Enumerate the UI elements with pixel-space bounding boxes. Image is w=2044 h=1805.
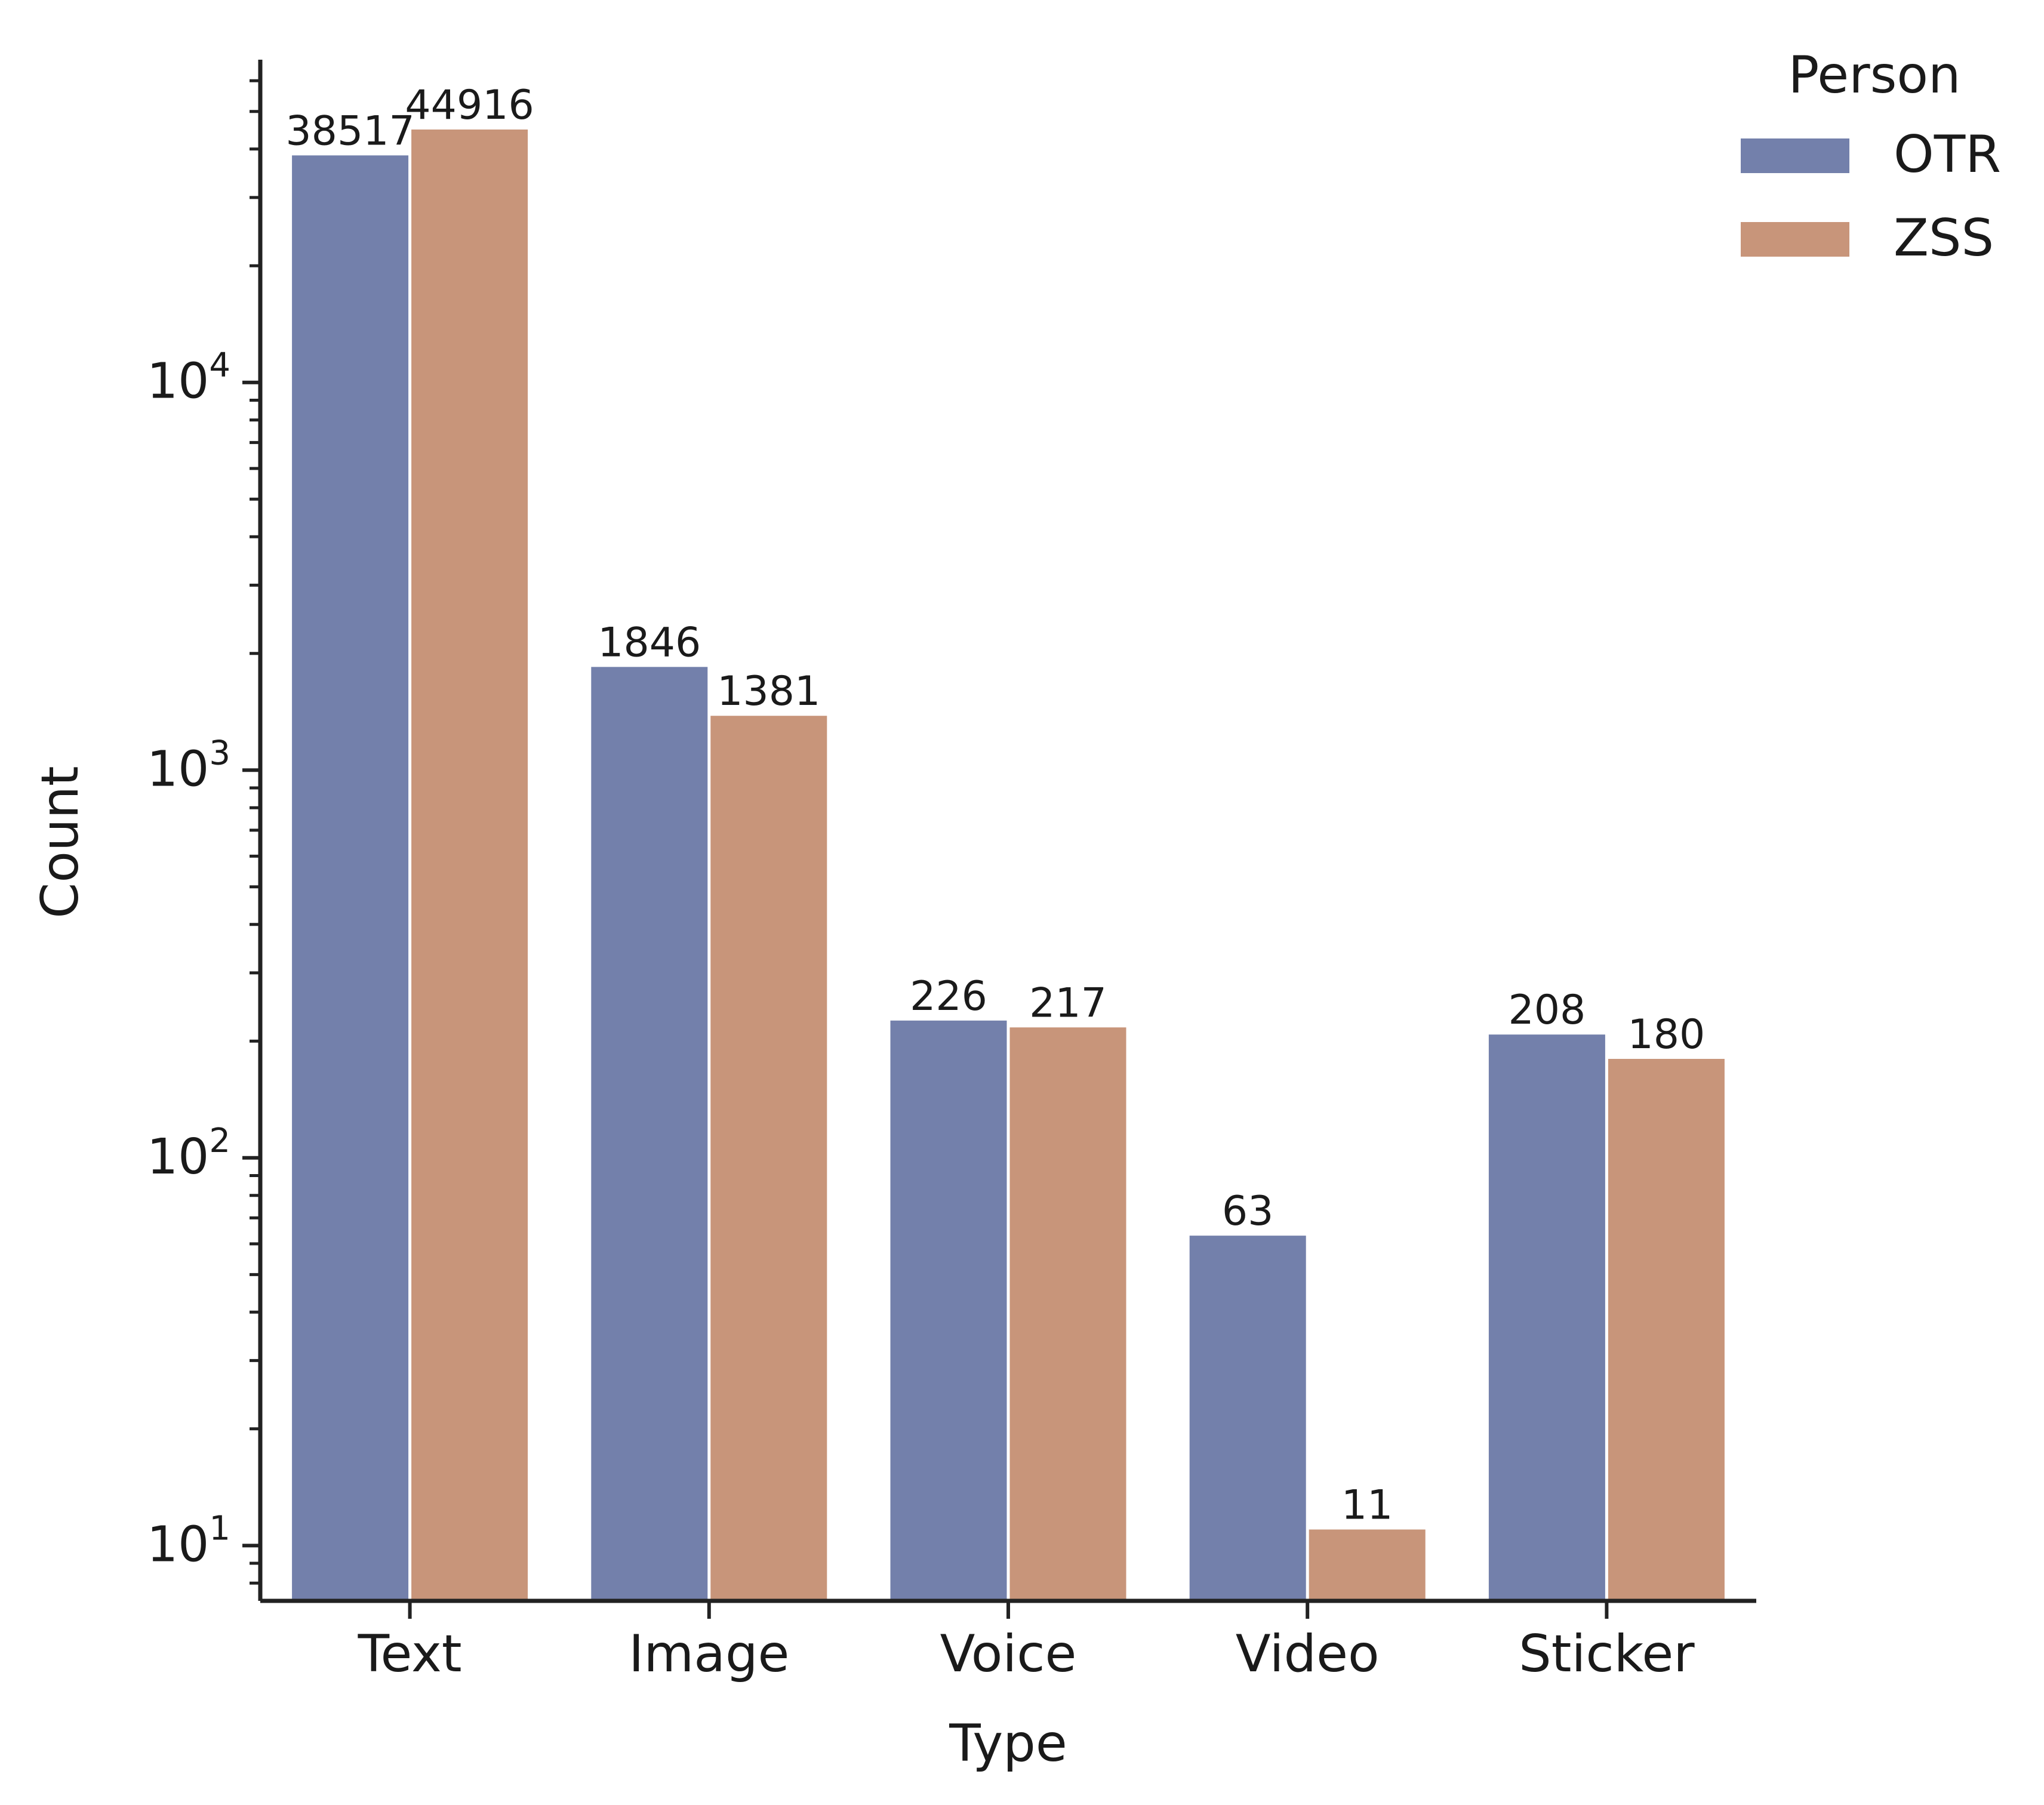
x-tick-label-sticker: Sticker — [1519, 1624, 1695, 1684]
y-tick-label: 103 — [147, 734, 230, 797]
y-tick-label: 102 — [147, 1122, 230, 1185]
value-label-otr-voice: 226 — [910, 973, 987, 1020]
value-label-zss-sticker: 180 — [1628, 1011, 1706, 1058]
x-tick-label-video: Video — [1236, 1624, 1380, 1684]
legend: Person OTR ZSS — [1741, 45, 2001, 268]
value-label-zss-text: 44916 — [405, 82, 534, 129]
bar-otr-voice — [890, 1020, 1007, 1601]
value-label-zss-image: 1381 — [717, 668, 820, 715]
legend-title: Person — [1788, 45, 1961, 105]
axes-layer: 101 102 103 104 Text Image Voice Video Sticker — [147, 60, 1756, 1684]
value-label-zss-video: 11 — [1341, 1481, 1393, 1529]
x-tick-label-image: Image — [629, 1624, 789, 1684]
y-tick-label: 104 — [147, 346, 230, 410]
bar-otr-video — [1189, 1236, 1306, 1601]
value-label-zss-voice: 217 — [1029, 979, 1107, 1027]
value-label-otr-sticker: 208 — [1509, 987, 1586, 1034]
x-ticks: Text Image Voice Video Sticker — [358, 1601, 1695, 1684]
legend-label-otr: OTR — [1894, 125, 2001, 184]
value-label-otr-text: 38517 — [285, 107, 414, 155]
x-axis-title: Type — [949, 1714, 1067, 1773]
y-tick-label: 101 — [147, 1509, 230, 1573]
value-label-otr-video: 63 — [1222, 1188, 1274, 1235]
x-tick-label-voice: Voice — [940, 1624, 1077, 1684]
bar-otr-sticker — [1488, 1034, 1605, 1601]
bars-layer — [292, 129, 1725, 1601]
bar-zss-sticker — [1608, 1058, 1725, 1601]
bar-otr-text — [292, 155, 409, 1601]
y-ticks: 101 102 103 104 — [147, 79, 260, 1585]
bar-zss-text — [411, 129, 528, 1601]
bar-zss-voice — [1009, 1027, 1126, 1601]
bar-zss-video — [1309, 1529, 1426, 1601]
legend-swatch-zss — [1741, 222, 1849, 257]
value-label-otr-image: 1846 — [598, 619, 701, 666]
legend-swatch-otr — [1741, 138, 1849, 173]
legend-label-zss: ZSS — [1894, 208, 1994, 268]
bar-otr-image — [591, 667, 708, 1601]
y-axis-title: Count — [30, 766, 90, 918]
bar-zss-image — [710, 716, 827, 1601]
x-tick-label-text: Text — [358, 1624, 462, 1684]
legend-items: OTR ZSS — [1741, 125, 2001, 268]
